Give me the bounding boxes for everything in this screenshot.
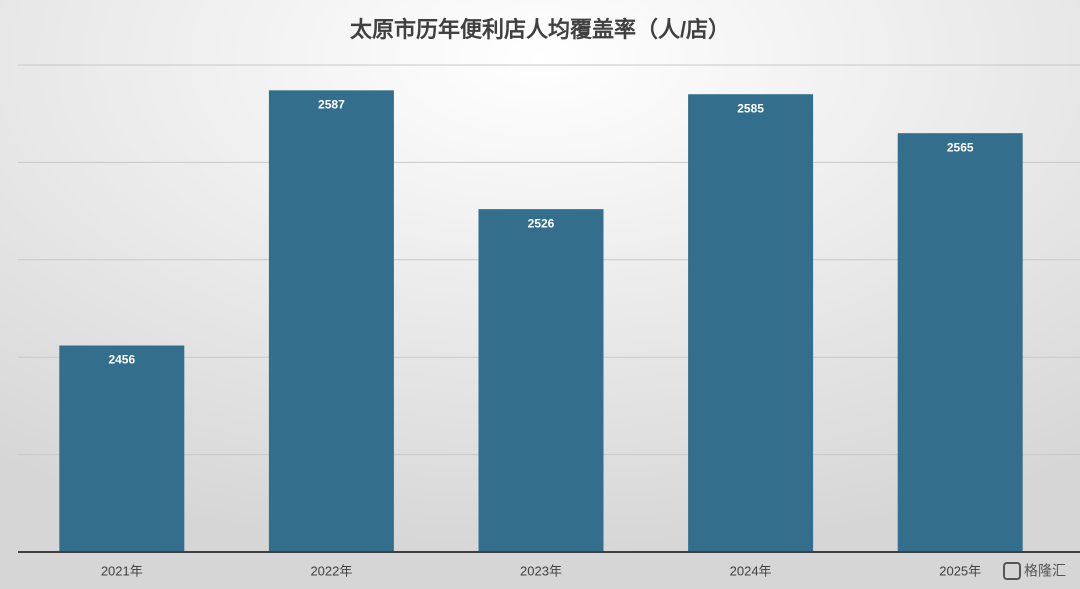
chart-title: 太原市历年便利店人均覆盖率（人/店） (350, 17, 730, 42)
x-tick-label: 2022年 (310, 563, 352, 578)
bar (897, 133, 1023, 552)
x-tick-label: 2023年 (520, 563, 562, 578)
bar (478, 209, 604, 553)
x-tick-label: 2025年 (939, 563, 981, 578)
value-label: 2587 (318, 97, 345, 111)
watermark-text: 格隆汇 (1024, 563, 1066, 579)
value-label: 2565 (947, 140, 974, 154)
watermark-icon (1003, 562, 1021, 580)
plot-area: 2021年 2456 2022年 2587 2023年 2526 2024年 2585 2025… (18, 64, 1080, 578)
watermark: 格隆汇 (1003, 562, 1066, 580)
x-tick-label: 2024年 (730, 563, 772, 578)
value-label: 2526 (528, 216, 555, 230)
bar (268, 90, 394, 552)
bar (688, 94, 814, 552)
x-tick-label: 2021年 (101, 563, 143, 578)
value-label: 2456 (108, 353, 135, 367)
bar (59, 345, 185, 552)
value-label: 2585 (737, 101, 764, 115)
